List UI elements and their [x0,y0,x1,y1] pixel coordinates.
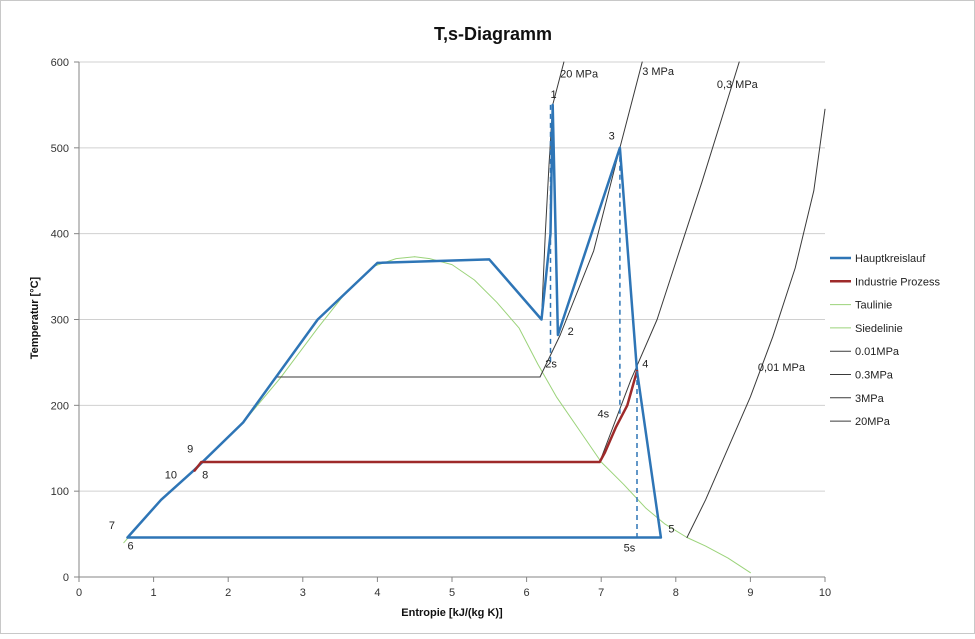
series-line-3mpa-1 [539,61,643,378]
legend-label-5: 0.3MPa [855,370,894,382]
annotation-5: 5 [668,523,674,535]
legend-label-7: 20MPa [855,416,891,428]
series-line-taulinie [414,256,751,574]
y-tick-label-3: 300 [51,315,69,327]
annotation-7: 7 [109,520,115,532]
x-tick-label-3: 3 [300,587,306,599]
annotation-2s: 2s [545,359,557,371]
annotation-5s: 5s [624,542,636,554]
x-tick-label-5: 5 [449,587,455,599]
y-axis-title: Temperatur [°C] [29,276,41,359]
gridlines [79,61,825,492]
annotation-20-mpa: 20 MPa [560,68,599,80]
x-tick-label-7: 7 [598,587,604,599]
x-tick-label-6: 6 [524,587,530,599]
annotation-3-mpa: 3 MPa [642,66,675,78]
legend: Hauptkreislauf Industrie Prozess Taulinie S… [830,253,940,428]
annotation-4: 4 [642,359,648,371]
annotation-0-3-mpa: 0,3 MPa [717,79,759,91]
annotation-4s: 4s [597,408,609,420]
annotation-6: 6 [127,541,133,553]
legend-label-0: Hauptkreislauf [855,253,926,265]
annotations: 1 2 2s 3 4 4s 5 5s 67 8 9 10 20 MPa 3 MPa 0,3 MPa 0,01 … [109,66,806,554]
x-tick-label-9: 9 [747,587,753,599]
x-tick-label-8: 8 [673,587,679,599]
y-tick-label-5: 500 [51,143,69,155]
series-line-0-3mpa [599,61,740,463]
annotation-2: 2 [568,326,574,338]
annotation-10: 10 [165,469,177,481]
series-line-hauptkreislauf [126,103,663,539]
series-line-20mpa [541,61,565,320]
series-layer [123,61,826,574]
y-tick-label-0: 0 [63,572,69,584]
chart-title: T,s-Diagramm [434,24,552,44]
y-tick-label-6: 600 [51,57,69,69]
legend-label-1: Industrie Prozess [855,276,940,288]
series-line-0-01mpa [686,108,826,538]
legend-label-3: Siedelinie [855,323,903,335]
annotation-9: 9 [187,444,193,456]
x-tick-label-4: 4 [374,587,380,599]
annotation-3: 3 [609,130,615,142]
x-tick-label-1: 1 [151,587,157,599]
y-tick-label-2: 200 [51,400,69,412]
legend-label-6: 3MPa [855,393,885,405]
series-line-industrie-prozess [193,369,639,472]
x-axis-title: Entropie [kJ/(kg K)] [401,607,503,619]
annotation-0-01-mpa: 0,01 MPa [758,362,806,374]
x-tick-label-0: 0 [76,587,82,599]
legend-label-4: 0.01MPa [855,346,900,358]
annotation-8: 8 [202,469,208,481]
y-tick-label-4: 400 [51,229,69,241]
y-tick-label-1: 100 [51,486,69,498]
annotation-1: 1 [550,89,556,101]
legend-label-2: Taulinie [855,300,892,312]
x-tick-label-10: 10 [819,587,831,599]
x-tick-label-2: 2 [225,587,231,599]
